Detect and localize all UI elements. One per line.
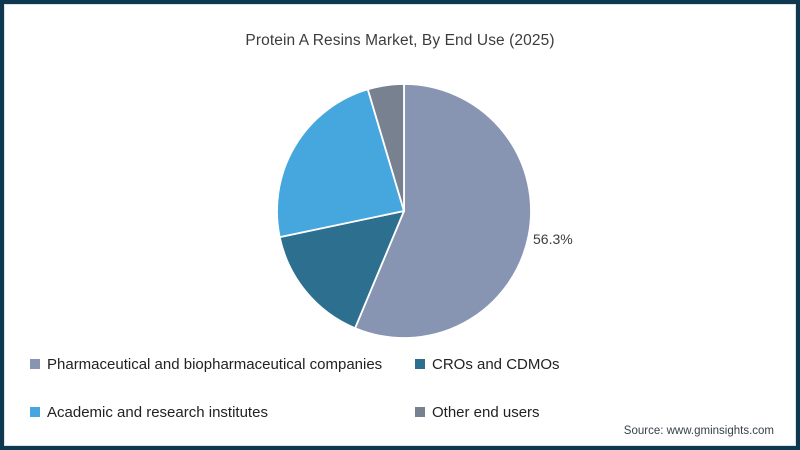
legend-label-academic: Academic and research institutes	[47, 403, 268, 421]
legend-label-other: Other end users	[432, 403, 540, 421]
chart-title: Protein A Resins Market, By End Use (202…	[245, 32, 555, 49]
legend-item-other: Other end users	[415, 402, 540, 422]
pie-slice-0[interactable]	[354, 83, 532, 339]
legend-label-pharma: Pharmaceutical and biopharmaceutical com…	[47, 355, 383, 373]
pie-slice-3[interactable]	[366, 83, 405, 212]
legend-label-cros: CROs and CDMOs	[432, 355, 560, 373]
legend-swatch-other	[415, 407, 425, 417]
pie-chart-area	[269, 76, 539, 346]
legend-item-cros: CROs and CDMOs	[415, 354, 560, 374]
legend-item-pharma: Pharmaceutical and biopharmaceutical com…	[30, 354, 382, 374]
legend-swatch-cros	[415, 359, 425, 369]
legend-swatch-pharma	[30, 359, 40, 369]
legend-item-academic: Academic and research institutes	[30, 402, 268, 422]
pie-data-label: 56.3%	[533, 231, 573, 247]
legend-swatch-academic	[30, 407, 40, 417]
pie-slice-2[interactable]	[276, 88, 405, 239]
pie-slice-1[interactable]	[278, 210, 405, 330]
pie-chart	[276, 83, 532, 339]
source-note: Source: www.gminsights.com	[623, 425, 774, 437]
